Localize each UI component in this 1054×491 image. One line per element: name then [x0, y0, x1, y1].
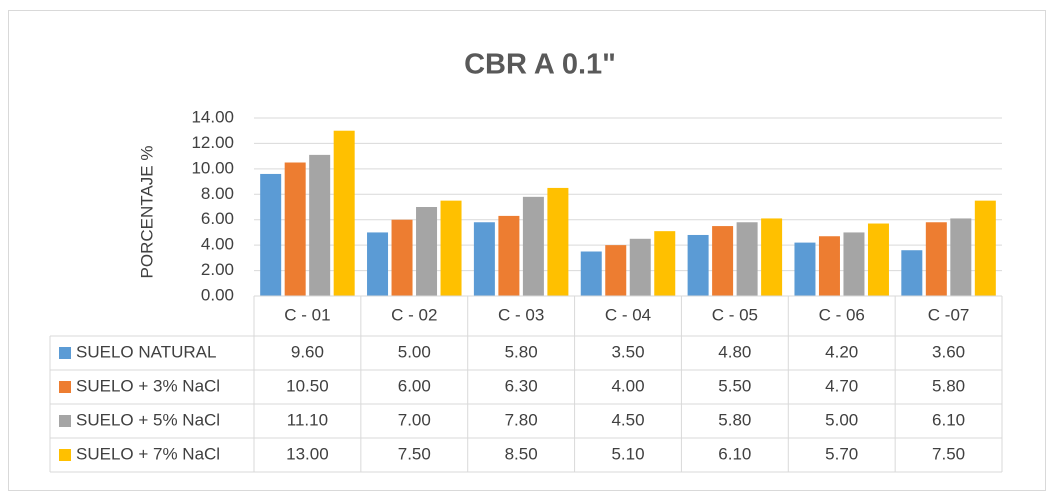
- table-value: 11.10: [287, 410, 328, 429]
- bar: [391, 219, 413, 296]
- table-value: 3.50: [611, 342, 644, 361]
- y-tick-label: 2.00: [201, 260, 234, 279]
- bar: [333, 130, 355, 296]
- bar: [761, 218, 783, 296]
- table-value: 10.50: [286, 376, 329, 395]
- bar: [974, 200, 996, 296]
- legend-label: SUELO + 5% NaCl: [76, 410, 220, 429]
- bar: [498, 215, 520, 296]
- bar: [950, 218, 972, 296]
- legend-swatch: [59, 449, 71, 461]
- table-value: 7.00: [398, 410, 431, 429]
- table-value: 6.00: [398, 376, 431, 395]
- y-tick-label: 4.00: [201, 235, 234, 254]
- table-value: 6.30: [505, 376, 538, 395]
- bar: [440, 200, 462, 296]
- table-value: 6.10: [718, 444, 751, 463]
- table-value: 4.00: [611, 376, 644, 395]
- legend-swatch: [59, 347, 71, 359]
- bar: [367, 232, 389, 296]
- bar: [687, 234, 709, 296]
- bar: [629, 238, 651, 296]
- y-tick-label: 6.00: [201, 209, 234, 228]
- table-value: 7.80: [505, 410, 538, 429]
- table-value: 5.80: [505, 342, 538, 361]
- table-value: 7.50: [932, 444, 965, 463]
- table-value: 4.70: [825, 376, 858, 395]
- bar: [309, 154, 331, 296]
- table-value: 6.10: [932, 410, 965, 429]
- bar: [818, 236, 840, 296]
- table-value: 13.00: [286, 444, 329, 463]
- legend-label: SUELO + 3% NaCl: [76, 376, 220, 395]
- x-tick-label: C - 02: [391, 305, 437, 324]
- bar: [712, 226, 734, 296]
- legend-label: SUELO NATURAL: [76, 342, 216, 361]
- bar: [473, 222, 495, 296]
- bar: [580, 251, 602, 296]
- x-tick-label: C - 01: [284, 305, 330, 324]
- table-value: 4.80: [718, 342, 751, 361]
- table-value: 4.20: [825, 342, 858, 361]
- bar: [736, 222, 758, 296]
- x-tick-label: C - 06: [819, 305, 865, 324]
- bar: [605, 245, 627, 296]
- table-value: 8.50: [505, 444, 538, 463]
- table-value: 5.80: [932, 376, 965, 395]
- legend-swatch: [59, 415, 71, 427]
- y-axis-label: PORCENTAJE %: [137, 146, 156, 279]
- table-value: 9.60: [291, 342, 324, 361]
- table-value: 4.50: [611, 410, 644, 429]
- bar: [260, 173, 282, 296]
- bar: [925, 222, 947, 296]
- bar: [654, 231, 676, 296]
- chart-title: CBR A 0.1": [464, 49, 616, 81]
- legend-label: SUELO + 7% NaCl: [76, 444, 220, 463]
- x-tick-label: C - 03: [498, 305, 544, 324]
- bar: [547, 187, 569, 296]
- table-value: 3.60: [932, 342, 965, 361]
- bar: [867, 223, 889, 296]
- bar: [794, 242, 816, 296]
- table-value: 5.00: [825, 410, 858, 429]
- x-tick-label: C -07: [928, 305, 970, 324]
- y-tick-label: 14.00: [191, 107, 234, 126]
- y-tick-label: 10.00: [191, 158, 234, 177]
- bar: [522, 196, 544, 296]
- table-value: 5.00: [398, 342, 431, 361]
- table-value: 7.50: [398, 444, 431, 463]
- table-value: 5.50: [718, 376, 751, 395]
- bar: [901, 250, 923, 296]
- table-value: 5.10: [611, 444, 644, 463]
- bar: [843, 232, 865, 296]
- y-tick-label: 8.00: [201, 184, 234, 203]
- x-tick-label: C - 05: [712, 305, 758, 324]
- y-tick-label: 12.00: [191, 133, 234, 152]
- x-tick-label: C - 04: [605, 305, 651, 324]
- bar: [416, 207, 438, 296]
- table-value: 5.80: [718, 410, 751, 429]
- legend-swatch: [59, 381, 71, 393]
- bar: [284, 162, 306, 296]
- y-tick-label: 0.00: [201, 285, 234, 304]
- table-value: 5.70: [825, 444, 858, 463]
